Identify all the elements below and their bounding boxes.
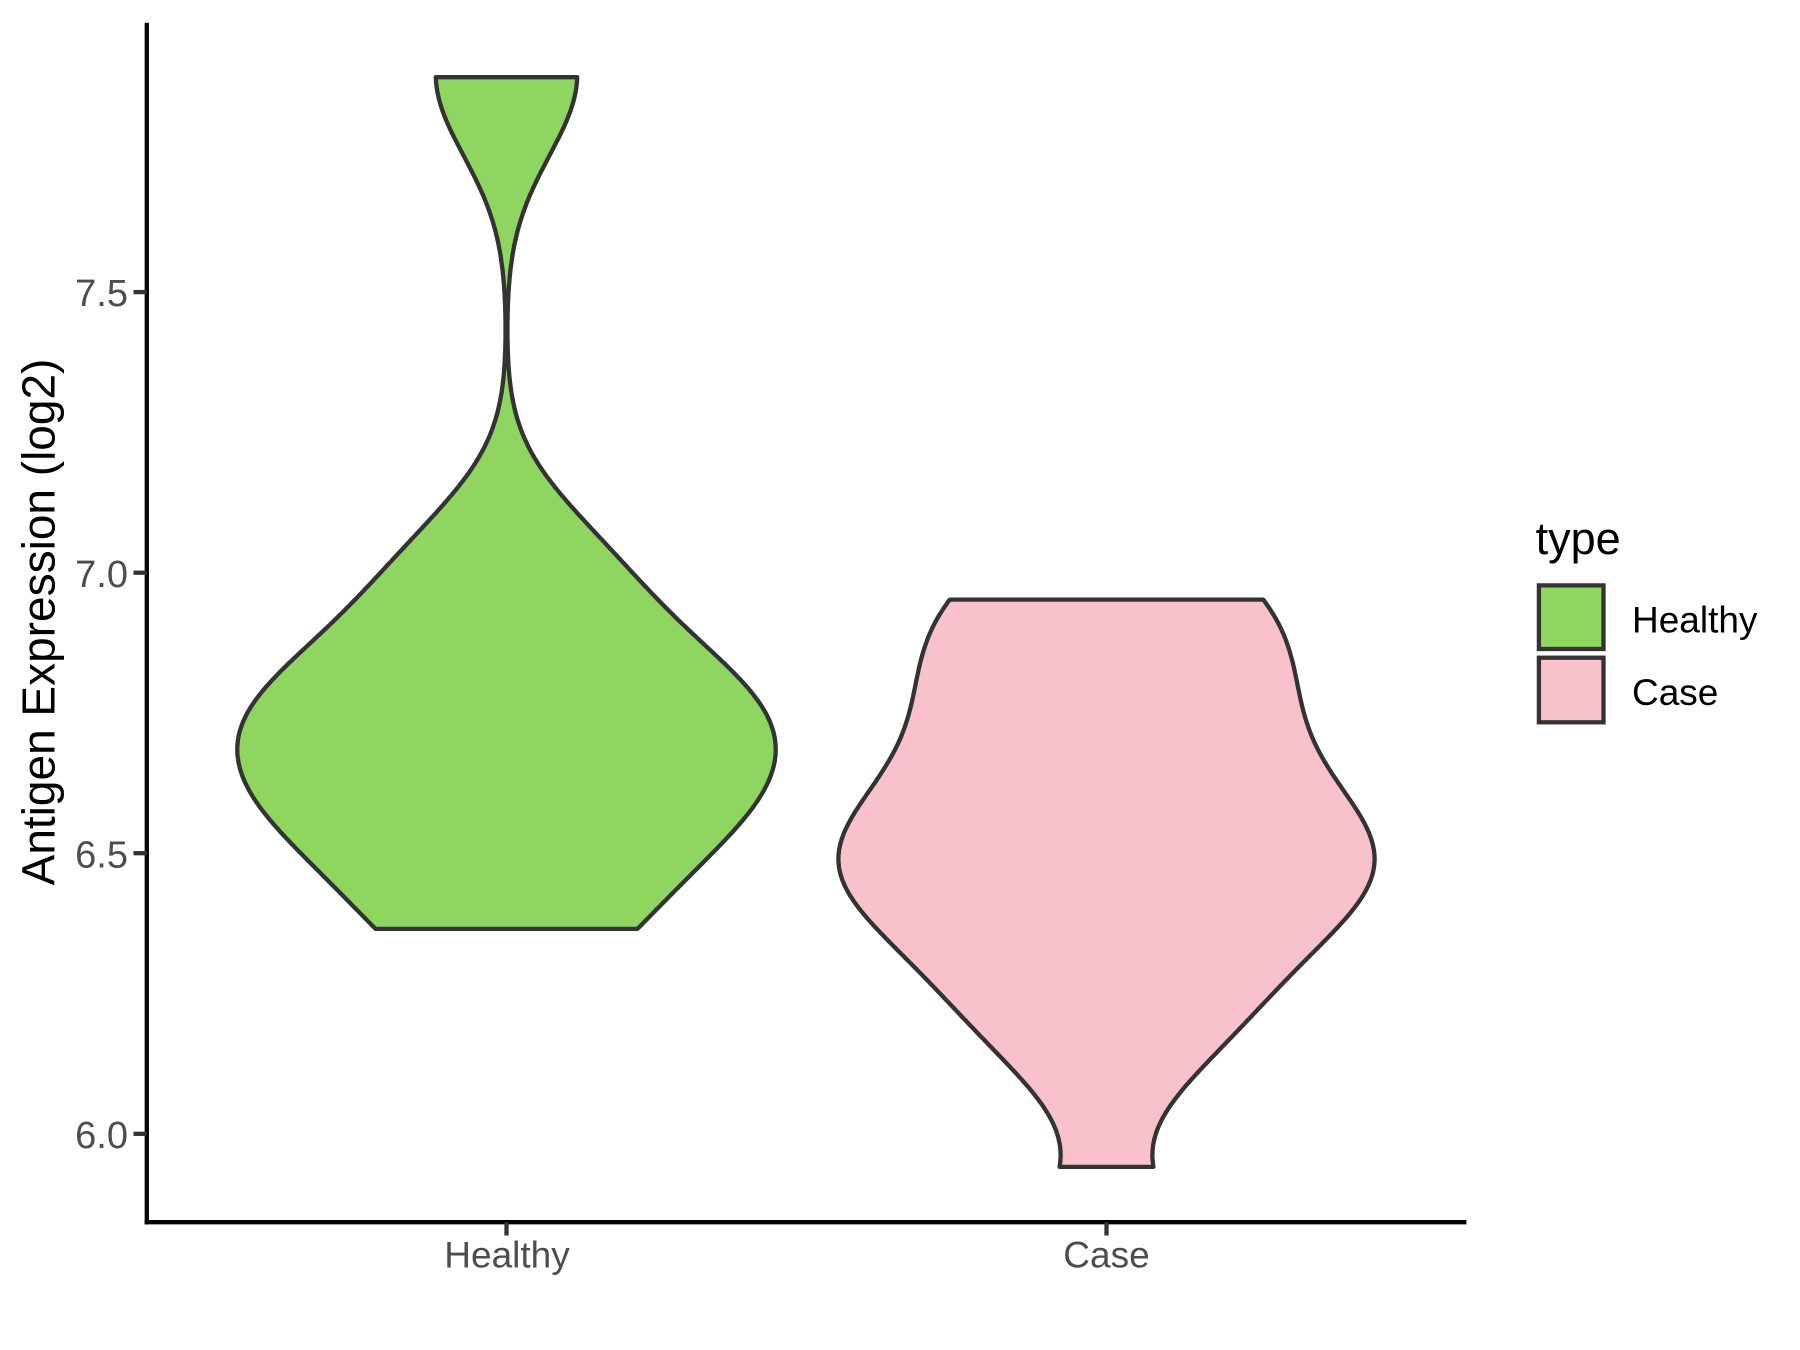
svg-text:6.0: 6.0 xyxy=(75,1115,128,1157)
svg-text:7.5: 7.5 xyxy=(75,273,128,315)
svg-text:Healthy: Healthy xyxy=(1632,600,1758,641)
svg-text:6.5: 6.5 xyxy=(75,834,128,876)
svg-text:Case: Case xyxy=(1063,1235,1149,1276)
svg-text:Healthy: Healthy xyxy=(444,1235,570,1276)
svg-text:type: type xyxy=(1536,513,1621,564)
svg-text:Case: Case xyxy=(1632,672,1718,713)
svg-text:7.0: 7.0 xyxy=(75,554,128,596)
svg-text:Antigen Expression (log2): Antigen Expression (log2) xyxy=(13,359,65,886)
